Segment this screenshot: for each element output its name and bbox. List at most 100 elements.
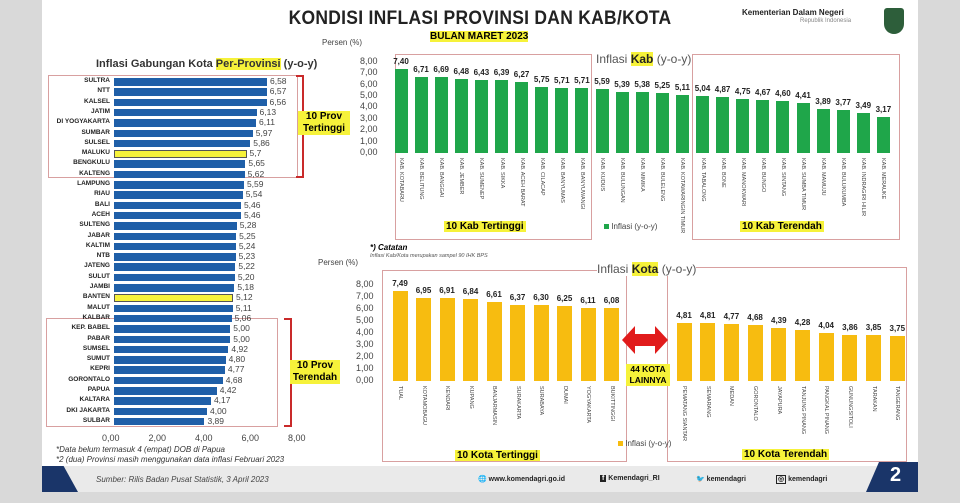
- province-bar: [114, 335, 231, 343]
- kab-category: KAB. BULUNGAN: [619, 158, 626, 203]
- kota-category: MEDAN: [728, 386, 735, 406]
- bottom-kab-box: [692, 54, 900, 240]
- kota-bar: [580, 307, 596, 381]
- kab-category: KAB. KOTABARU: [398, 158, 404, 202]
- globe-icon: 🌐: [478, 476, 487, 483]
- website-link[interactable]: 🌐 www.komendagri.go.id: [478, 476, 566, 483]
- province-bar: [114, 88, 267, 96]
- province-value: 5,11: [235, 302, 252, 313]
- province-value: 5,00: [233, 323, 250, 334]
- kota-value: 6,95: [415, 285, 432, 295]
- kab-bar: [856, 113, 870, 153]
- kab-bar: [575, 87, 589, 153]
- province-bar: [114, 407, 207, 416]
- province-label: NTT: [97, 87, 110, 95]
- kota-ytick: 2,00: [356, 351, 374, 361]
- facebook-link[interactable]: f Kemendagri_RI: [600, 475, 660, 482]
- kab-category: KAB. BANYUMAS: [558, 158, 565, 203]
- province-value: 5,97: [255, 127, 273, 138]
- kab-category: KAB. INDRAGIRI HILIR: [860, 158, 867, 217]
- kab-category: KAB. SINTANG: [779, 158, 786, 197]
- kab-value: 5,25: [654, 81, 671, 91]
- double-arrow-icon: [622, 326, 668, 354]
- kota-value: 6,61: [486, 289, 502, 299]
- province-bar: [114, 356, 226, 364]
- kab-value: 4,67: [755, 87, 771, 97]
- kab-value: 3,17: [875, 104, 892, 114]
- kota-value: 3,86: [842, 322, 858, 332]
- kab-bar: [796, 102, 810, 153]
- kota-category: PANGKAL PINANG: [823, 386, 830, 434]
- province-value: 3,89: [207, 415, 224, 426]
- province-label: DKI JAKARTA: [66, 406, 110, 414]
- kab-bar: [535, 87, 549, 153]
- province-value: 4,77: [227, 364, 245, 375]
- kota-category: TANGERANG: [894, 386, 901, 421]
- kab-bar: [756, 99, 770, 153]
- kota-bar: [747, 324, 763, 381]
- province-bar: [114, 304, 233, 313]
- kab-bar: [474, 79, 488, 153]
- kab-ytick: 0,00: [360, 147, 378, 157]
- province-label: SULTENG: [79, 221, 110, 229]
- kab-value: 5,38: [634, 79, 650, 89]
- twitter-link[interactable]: 🐦 kemendagri: [696, 476, 746, 483]
- province-label: ACEH: [91, 210, 110, 218]
- kota-bar: [416, 297, 431, 381]
- province-bar: [114, 191, 243, 199]
- kota-bar: [439, 298, 455, 381]
- province-bar: [114, 98, 267, 107]
- province-value: 5,62: [247, 168, 265, 179]
- province-label: MALUKU: [81, 149, 110, 157]
- province-label: KALTENG: [79, 169, 110, 177]
- page-title: KONDISI INFLASI PROVINSI DAN KAB/KOTA: [288, 8, 672, 29]
- kota-value: 3,75: [889, 324, 906, 333]
- kota-bar: [795, 329, 810, 381]
- province-value: 5,65: [248, 158, 265, 169]
- kota-ytick: 3,00: [356, 339, 374, 349]
- province-label: MALUT: [87, 303, 110, 311]
- kab-value: 4,41: [795, 90, 811, 100]
- kab-value: 5,11: [674, 82, 690, 92]
- province-bar: [114, 314, 232, 323]
- kota-value: 4,68: [747, 312, 763, 322]
- province-label: GORONTALO: [68, 375, 110, 383]
- kota-value: 6,37: [509, 292, 526, 302]
- kab-bar: [454, 79, 468, 153]
- province-bar: [114, 78, 267, 86]
- province-bar: [114, 242, 236, 251]
- kota-value: 6,30: [533, 293, 549, 303]
- kota-bar: [557, 306, 572, 381]
- province-label: SULTRA: [84, 77, 110, 84]
- province-label: KEP. BABEL: [71, 324, 110, 332]
- province-value: 6,13: [259, 106, 277, 117]
- kab-bar: [635, 91, 649, 153]
- kab-bar: [615, 91, 629, 153]
- province-value: 6,11: [259, 117, 275, 128]
- kab-value: 6,27: [513, 69, 530, 79]
- kota-ylabel: Persen (%): [318, 258, 359, 267]
- province-value: 6,58: [269, 76, 287, 86]
- page-number: 2: [890, 464, 902, 486]
- kota-category: TUAL: [397, 386, 403, 401]
- kab-category: KAB. TABALONG: [699, 158, 706, 202]
- province-bar: [114, 160, 246, 168]
- kab-bar: [876, 116, 890, 153]
- province-bar: [114, 284, 235, 292]
- kab-value: 5,71: [554, 75, 570, 85]
- province-value: 5,25: [239, 230, 256, 241]
- kab-ytick: 4,00: [360, 101, 378, 112]
- kota-value: 6,25: [556, 294, 573, 303]
- kab-category: KAB. ACEH BARAT: [518, 158, 525, 207]
- kota-ytick: 4,00: [356, 327, 374, 337]
- kab-value: 3,89: [815, 96, 831, 106]
- instagram-link[interactable]: ◎ kemendagri: [776, 475, 828, 484]
- kab-bar: [555, 87, 569, 153]
- kota-ytick: 8,00: [356, 279, 374, 289]
- kab-value: 5,59: [594, 77, 610, 87]
- kota-value: 6,11: [580, 295, 596, 305]
- kab-category: KAB. MANOKWARI: [739, 158, 746, 207]
- kab-bar: [736, 98, 750, 153]
- kab-legend-swatch: [604, 224, 609, 229]
- kota-legend: Inflasi (y-o-y): [618, 439, 671, 448]
